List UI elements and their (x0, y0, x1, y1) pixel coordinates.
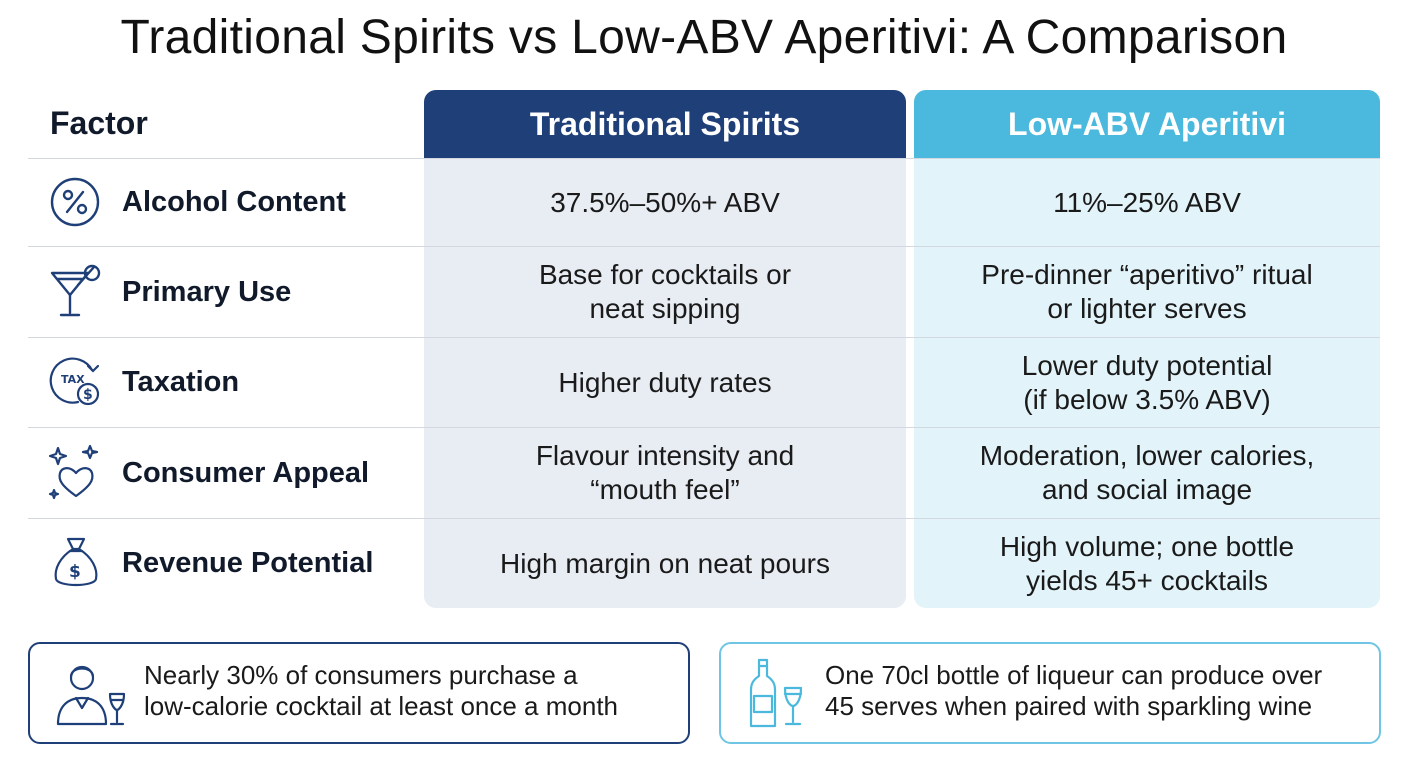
svg-text:TAX: TAX (61, 373, 85, 386)
factor-column-header: Factor (50, 105, 148, 141)
traditional-cell: Base for cocktails or neat sipping (538, 259, 792, 324)
traditional-cell: Flavour intensity and “mouth feel” (535, 440, 795, 505)
low-abv-cell: Pre-dinner “aperitivo” ritual or lighter… (981, 259, 1313, 324)
consumer-stat-callout: Nearly 30% of consumers purchase a low-c… (28, 642, 690, 744)
table-row: Consumer Appeal Flavour intensity and “m… (0, 428, 1408, 518)
row-divider (28, 246, 1380, 247)
table-row: Alcohol Content 37.5%–50%+ ABV 11%–25% A… (0, 159, 1408, 246)
traditional-column-background (424, 90, 906, 608)
row-factor-label: Consumer Appeal (122, 457, 370, 489)
person-wine-icon (52, 658, 132, 730)
money-bag-icon: $ (48, 535, 104, 591)
traditional-cell: Higher duty rates (558, 366, 772, 398)
traditional-column-header: Traditional Spirits (424, 90, 906, 158)
table-row: Primary Use Base for cocktails or neat s… (0, 247, 1408, 337)
row-divider (28, 337, 1380, 338)
bottle-yield-text: One 70cl bottle of liqueur can produce o… (825, 660, 1323, 721)
low-abv-cell: Lower duty potential (if below 3.5% ABV) (1021, 349, 1273, 415)
row-factor-label: Revenue Potential (122, 547, 374, 579)
row-divider (28, 518, 1380, 519)
low-abv-column-background (914, 90, 1380, 608)
row-divider (28, 427, 1380, 428)
row-factor-label: Primary Use (122, 276, 292, 308)
page-title: Traditional Spirits vs Low-ABV Aperitivi… (120, 11, 1288, 64)
svg-text:$: $ (69, 562, 81, 582)
traditional-cell: High margin on neat pours (500, 547, 830, 579)
low-abv-cell: High volume; one bottle yields 45+ cockt… (999, 530, 1295, 596)
low-abv-cell: Moderation, lower calories, and social i… (979, 440, 1315, 505)
traditional-cell: 37.5%–50%+ ABV (550, 186, 780, 218)
svg-text:$: $ (83, 387, 93, 403)
table-row: TAX $ Taxation Higher duty rates Lower d… (0, 338, 1408, 427)
bottle-glass-icon (743, 658, 823, 730)
percent-icon (48, 174, 104, 230)
bottle-yield-callout: One 70cl bottle of liqueur can produce o… (719, 642, 1381, 744)
low-abv-cell: 11%–25% ABV (1053, 186, 1241, 218)
low-abv-column-header: Low-ABV Aperitivi (914, 90, 1380, 158)
sparkle-heart-icon (48, 444, 104, 500)
consumer-stat-text: Nearly 30% of consumers purchase a low-c… (144, 660, 619, 721)
row-divider (28, 158, 1380, 159)
row-factor-label: Taxation (122, 366, 240, 398)
tax-coin-icon: TAX $ (48, 354, 104, 410)
row-factor-label: Alcohol Content (122, 186, 346, 218)
table-row: $ Revenue Potential High margin on neat … (0, 519, 1408, 608)
cocktail-glass-icon (48, 263, 104, 319)
